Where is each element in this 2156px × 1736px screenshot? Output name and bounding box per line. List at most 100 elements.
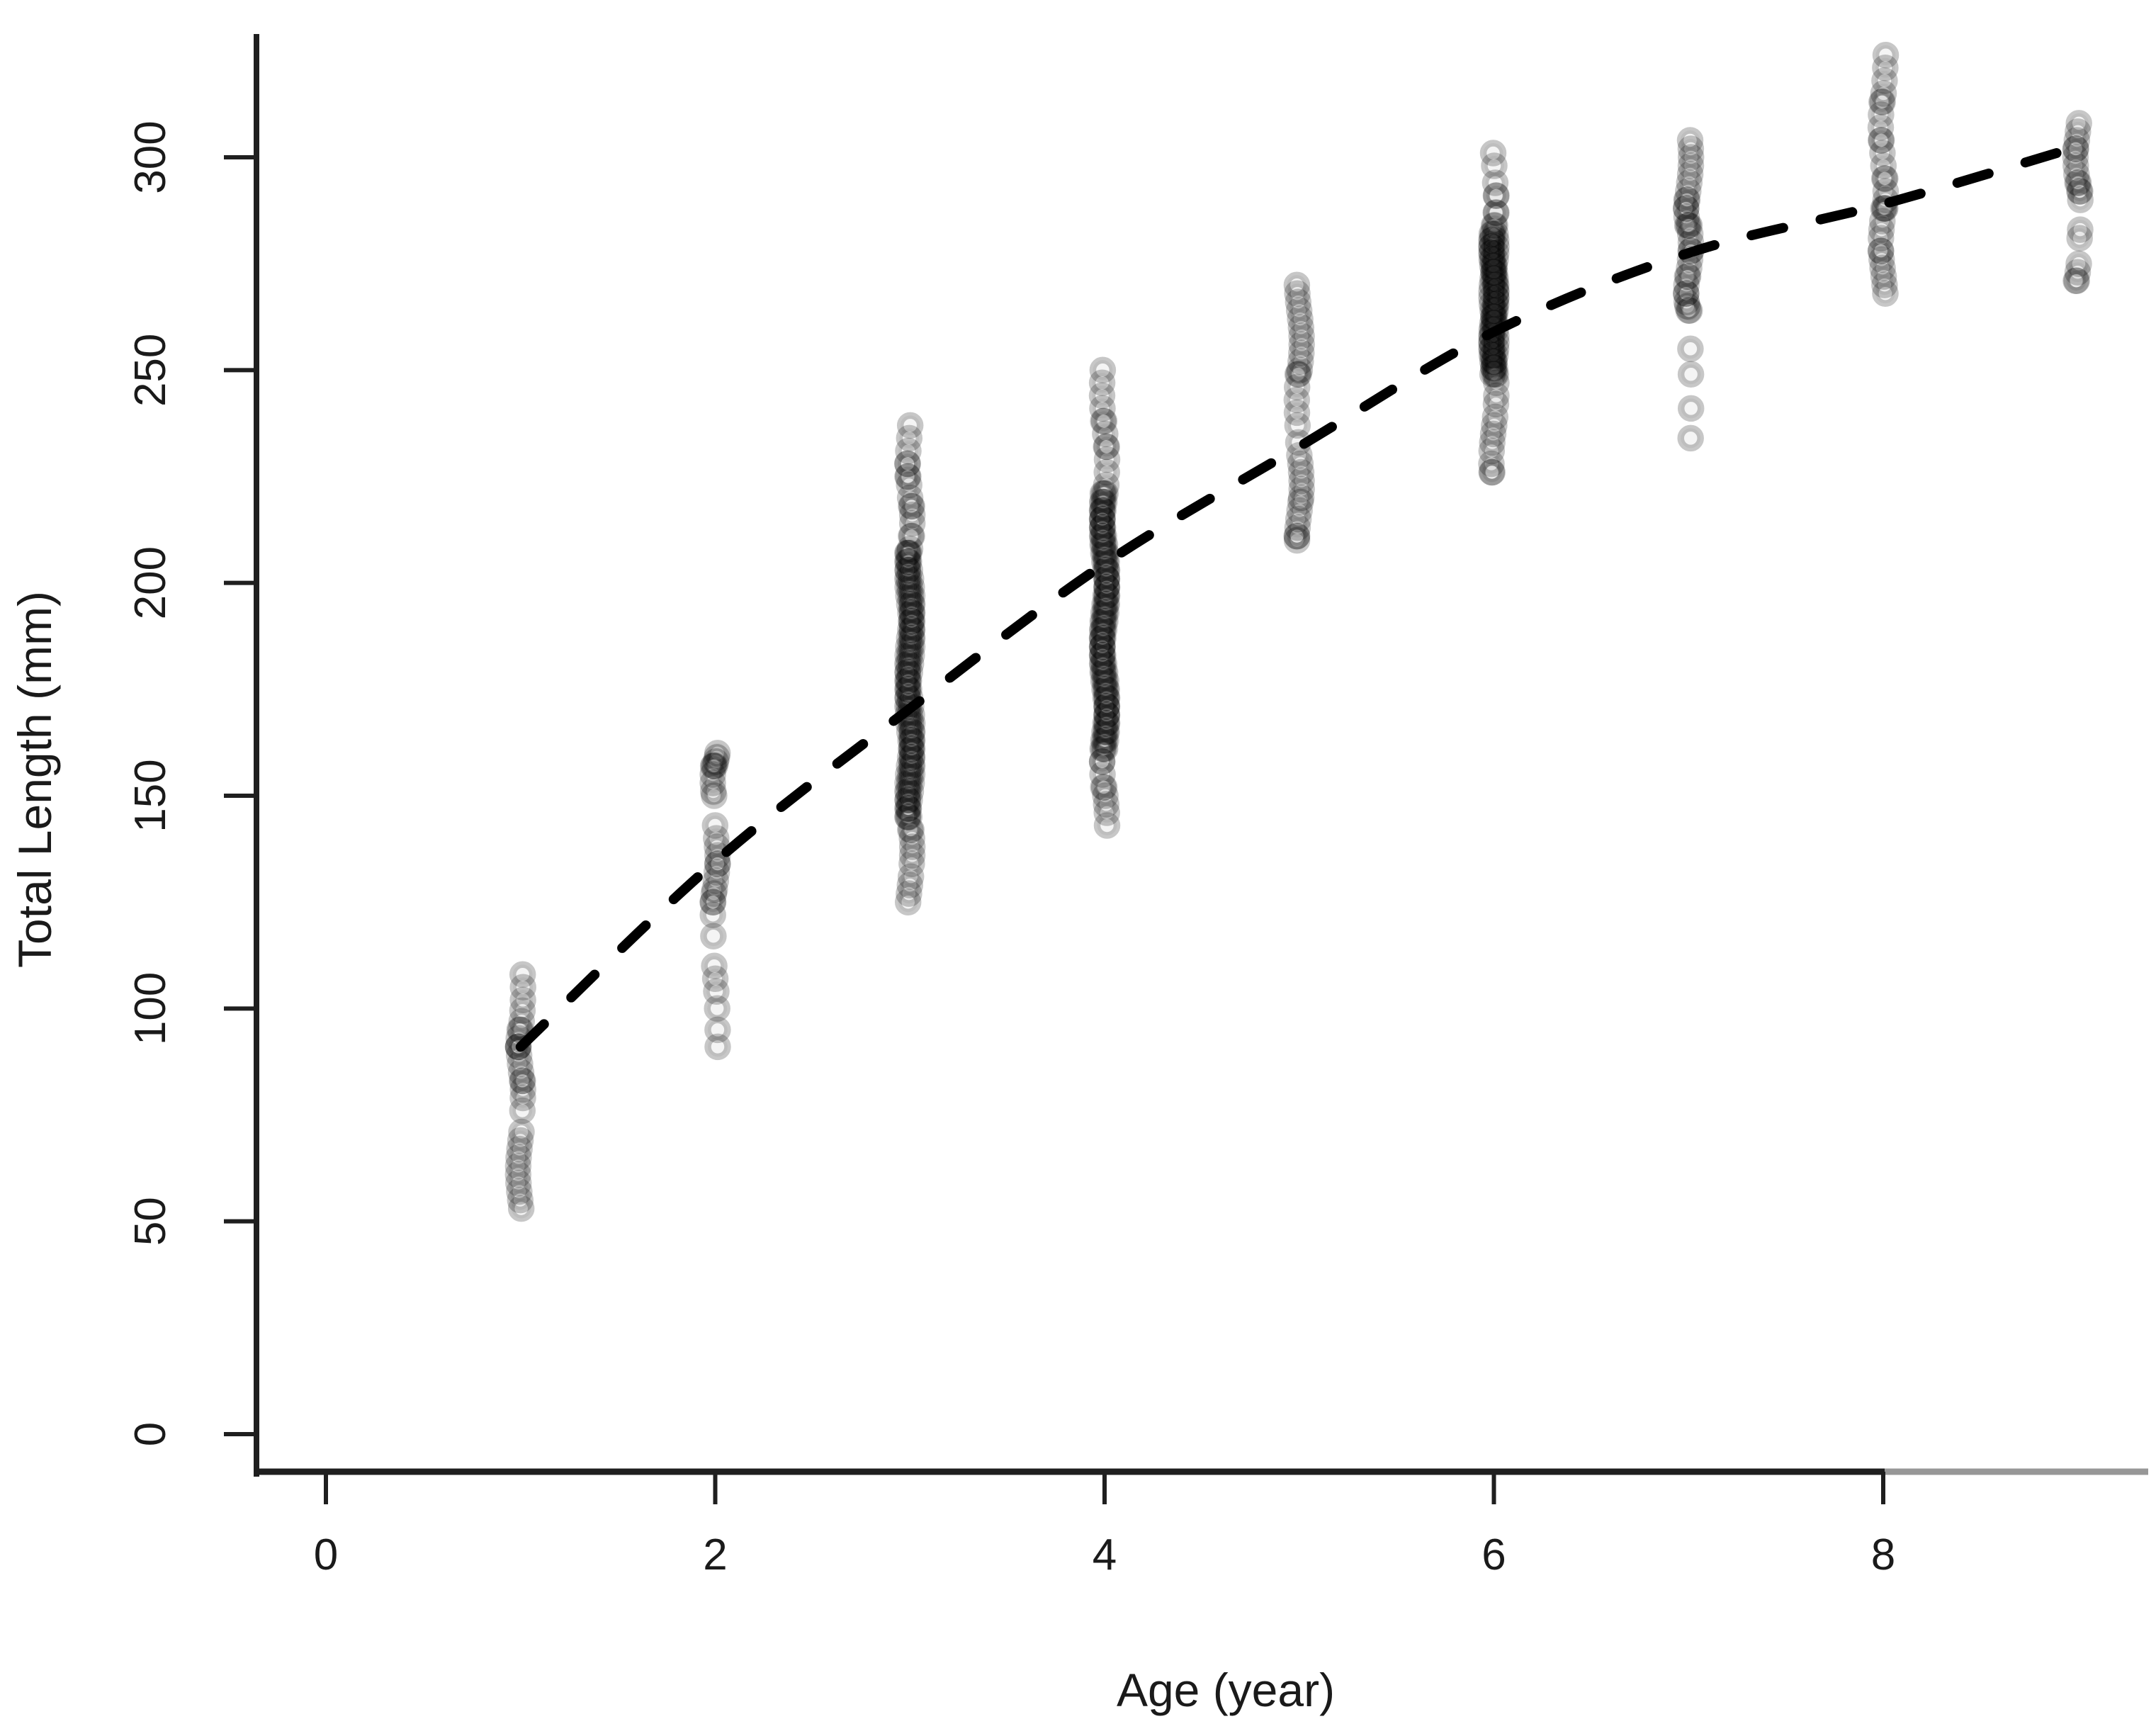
data-point: [898, 710, 926, 737]
data-point: [896, 667, 922, 694]
data-point: [1481, 152, 1508, 179]
data-point: [895, 437, 922, 465]
data-point: [1676, 212, 1703, 239]
data-point: [1092, 548, 1119, 575]
data-point: [2063, 161, 2090, 188]
data-point: [1090, 599, 1117, 626]
data-point: [1091, 531, 1119, 558]
data-point: [897, 633, 925, 660]
data-point: [507, 1186, 534, 1214]
data-point: [898, 744, 926, 771]
data-point: [1868, 216, 1895, 243]
data-point: [898, 607, 926, 635]
data-point: [1286, 497, 1313, 524]
data-point: [898, 582, 926, 609]
data-point: [894, 787, 921, 813]
data-point: [1481, 212, 1508, 239]
data-point: [894, 659, 922, 686]
data-point: [1288, 467, 1315, 495]
data-point: [1868, 89, 1895, 115]
data-point: [2062, 152, 2089, 179]
data-point: [1482, 239, 1510, 266]
data-point: [898, 718, 926, 745]
data-point: [1090, 548, 1118, 575]
data-point: [1090, 774, 1117, 801]
data-point: [1092, 659, 1119, 686]
data-point: [1478, 458, 1506, 486]
data-point: [1673, 195, 1700, 222]
data-point: [894, 804, 921, 830]
data-point: [898, 770, 925, 796]
y-tick-label: 250: [126, 334, 175, 407]
data-point: [895, 463, 922, 490]
data-point: [1093, 548, 1120, 575]
data-point: [1479, 342, 1506, 369]
data-point: [1091, 718, 1118, 745]
data-point: [1287, 348, 1314, 376]
data-point: [1481, 271, 1509, 298]
data-point: [1283, 522, 1311, 550]
data-point: [1286, 356, 1314, 384]
data-point: [1673, 288, 1700, 315]
data-point: [896, 659, 924, 686]
data-point: [1090, 488, 1118, 516]
data-point: [1093, 565, 1120, 592]
data-point: [1675, 178, 1702, 205]
data-point: [1482, 361, 1510, 388]
data-point: [2065, 250, 2092, 277]
data-point: [1872, 55, 1899, 81]
data-point: [1092, 718, 1119, 745]
data-point: [894, 539, 921, 567]
data-point: [1870, 263, 1897, 290]
data-point: [896, 535, 924, 563]
data-point: [701, 876, 728, 903]
data-point: [1283, 386, 1311, 414]
data-point: [1675, 297, 1703, 324]
data-point: [1088, 522, 1116, 550]
data-point: [1478, 291, 1506, 317]
data-point: [507, 1195, 535, 1222]
data-point: [509, 974, 536, 1001]
data-point: [1482, 284, 1510, 311]
data-point: [894, 770, 921, 796]
data-point: [895, 582, 922, 609]
data-point: [898, 522, 925, 550]
data-point: [898, 590, 926, 618]
data-point: [1090, 480, 1117, 507]
data-point: [1868, 246, 1895, 273]
data-point: [1677, 361, 1705, 388]
x-tick-label: 0: [314, 1531, 338, 1579]
data-point: [1481, 348, 1508, 376]
data-point: [895, 633, 922, 660]
data-point: [898, 616, 925, 643]
data-point: [1089, 616, 1117, 643]
data-point: [704, 1016, 731, 1044]
data-point: [701, 812, 729, 839]
data-point: [704, 850, 731, 877]
y-tick-label: 200: [126, 546, 175, 619]
data-point: [1479, 335, 1506, 363]
data-point: [894, 556, 921, 584]
data-point: [1288, 475, 1315, 503]
data-point: [1284, 280, 1311, 307]
data-point: [1093, 556, 1121, 584]
data-point: [1479, 246, 1506, 273]
data-point: [1284, 361, 1311, 388]
data-point: [898, 599, 926, 626]
data-point: [1677, 424, 1704, 452]
data-point: [1868, 101, 1895, 128]
data-point: [895, 778, 922, 805]
data-point: [1091, 539, 1118, 567]
data-point: [509, 1084, 536, 1112]
data-point: [701, 753, 728, 779]
data-point: [2062, 135, 2089, 162]
data-point: [897, 761, 924, 788]
data-point: [1482, 278, 1510, 305]
data-point: [1283, 526, 1311, 554]
data-point: [896, 624, 923, 652]
x-tick-label: 6: [1481, 1531, 1506, 1579]
data-point: [894, 889, 922, 915]
data-point: [507, 1127, 534, 1154]
data-point: [1090, 522, 1117, 550]
